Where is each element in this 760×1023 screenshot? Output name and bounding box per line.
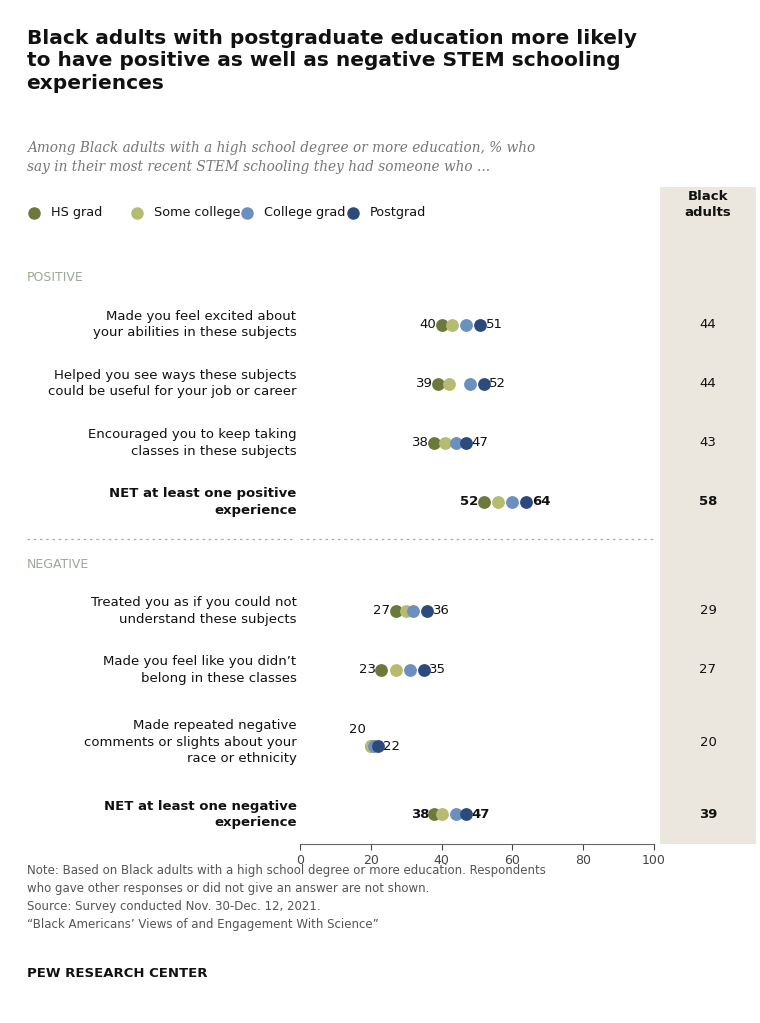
Text: 47: 47 bbox=[472, 436, 489, 449]
Point bbox=[407, 603, 420, 619]
Text: 22: 22 bbox=[383, 740, 401, 753]
Point bbox=[372, 738, 384, 754]
Text: Black
adults: Black adults bbox=[685, 190, 731, 219]
Bar bbox=[660, 187, 756, 844]
Point bbox=[432, 375, 444, 392]
Point bbox=[450, 806, 462, 822]
Point bbox=[521, 494, 533, 510]
Text: 52: 52 bbox=[461, 495, 479, 508]
Text: 58: 58 bbox=[698, 495, 717, 508]
Point bbox=[478, 494, 490, 510]
Text: 44: 44 bbox=[699, 318, 717, 331]
Text: 47: 47 bbox=[472, 808, 490, 820]
Point bbox=[369, 738, 381, 754]
Point bbox=[390, 662, 402, 678]
Text: 44: 44 bbox=[699, 377, 717, 390]
Text: 52: 52 bbox=[489, 377, 506, 390]
Text: Among Black adults with a high school degree or more education, % who
say in the: Among Black adults with a high school de… bbox=[27, 141, 535, 174]
Point bbox=[421, 603, 433, 619]
Text: 27: 27 bbox=[699, 664, 717, 676]
Point bbox=[461, 316, 473, 332]
Text: 20: 20 bbox=[699, 736, 717, 749]
Text: Some college: Some college bbox=[154, 207, 240, 219]
Point bbox=[429, 435, 441, 451]
Text: 36: 36 bbox=[432, 605, 450, 617]
Point bbox=[365, 738, 377, 754]
Point bbox=[506, 494, 518, 510]
Text: 35: 35 bbox=[429, 664, 446, 676]
Point bbox=[461, 806, 473, 822]
Text: Treated you as if you could not
understand these subjects: Treated you as if you could not understa… bbox=[90, 596, 296, 626]
Text: College grad: College grad bbox=[264, 207, 345, 219]
Text: 40: 40 bbox=[420, 318, 436, 331]
Point bbox=[442, 375, 454, 392]
Text: 29: 29 bbox=[699, 605, 717, 617]
Text: Helped you see ways these subjects
could be useful for your job or career: Helped you see ways these subjects could… bbox=[48, 369, 296, 398]
Point bbox=[478, 375, 490, 392]
Point bbox=[461, 435, 473, 451]
Text: PEW RESEARCH CENTER: PEW RESEARCH CENTER bbox=[27, 967, 207, 980]
Point bbox=[375, 662, 388, 678]
Text: NET at least one positive
experience: NET at least one positive experience bbox=[109, 487, 296, 517]
Point bbox=[429, 806, 441, 822]
Text: 20: 20 bbox=[349, 722, 366, 736]
Text: 39: 39 bbox=[416, 377, 432, 390]
Point bbox=[492, 494, 504, 510]
Point bbox=[404, 662, 416, 678]
Text: 43: 43 bbox=[699, 436, 717, 449]
Point bbox=[446, 316, 458, 332]
Text: Note: Based on Black adults with a high school degree or more education. Respond: Note: Based on Black adults with a high … bbox=[27, 864, 546, 931]
Text: 38: 38 bbox=[413, 436, 429, 449]
Text: Encouraged you to keep taking
classes in these subjects: Encouraged you to keep taking classes in… bbox=[87, 428, 296, 457]
Point bbox=[450, 435, 462, 451]
Text: Black adults with postgraduate education more likely
to have positive as well as: Black adults with postgraduate education… bbox=[27, 29, 637, 93]
Text: POSITIVE: POSITIVE bbox=[27, 271, 84, 284]
Text: Made repeated negative
comments or slights about your
race or ethnicity: Made repeated negative comments or sligh… bbox=[84, 719, 296, 765]
Text: 27: 27 bbox=[373, 605, 391, 617]
Point bbox=[435, 806, 448, 822]
Text: NEGATIVE: NEGATIVE bbox=[27, 558, 89, 571]
Text: Postgrad: Postgrad bbox=[370, 207, 426, 219]
Point bbox=[418, 662, 430, 678]
Point bbox=[365, 738, 377, 754]
Text: 23: 23 bbox=[359, 664, 376, 676]
Text: Made you feel excited about
your abilities in these subjects: Made you feel excited about your abiliti… bbox=[93, 310, 296, 340]
Point bbox=[439, 435, 451, 451]
Point bbox=[464, 375, 476, 392]
Text: Made you feel like you didn’t
belong in these classes: Made you feel like you didn’t belong in … bbox=[103, 655, 296, 684]
Point bbox=[390, 603, 402, 619]
Point bbox=[400, 603, 412, 619]
Text: 51: 51 bbox=[486, 318, 502, 331]
Text: 38: 38 bbox=[410, 808, 429, 820]
Text: 39: 39 bbox=[698, 808, 717, 820]
Point bbox=[474, 316, 486, 332]
Text: HS grad: HS grad bbox=[51, 207, 102, 219]
Text: NET at least one negative
experience: NET at least one negative experience bbox=[103, 800, 296, 830]
Point bbox=[435, 316, 448, 332]
Text: 64: 64 bbox=[532, 495, 550, 508]
